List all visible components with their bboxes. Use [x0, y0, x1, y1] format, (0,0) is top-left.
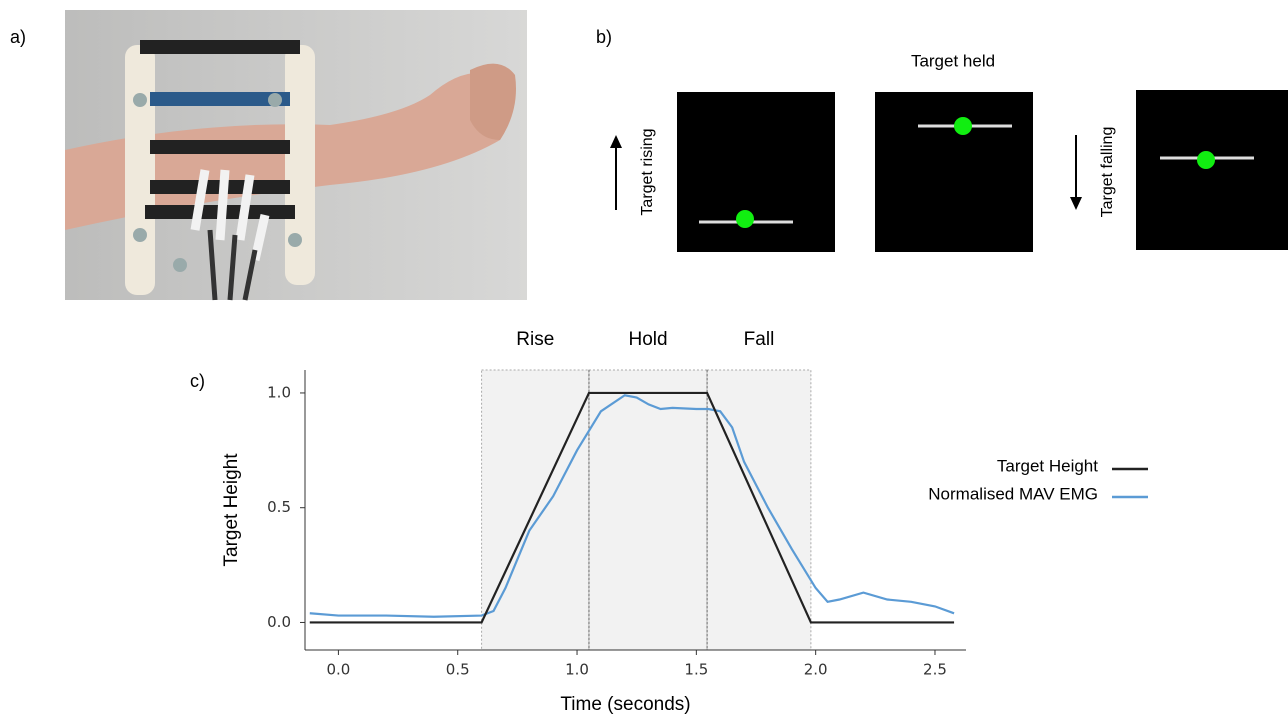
arrow-head [1070, 197, 1082, 210]
panel-label: c) [190, 371, 205, 391]
cursor [954, 117, 972, 135]
series-line [309, 394, 955, 618]
side-label: Target falling [1099, 127, 1116, 218]
x-tick-label: 2.5 [923, 661, 947, 679]
arrow-head [610, 135, 622, 148]
screen [875, 92, 1033, 252]
x-tick-label: 1.0 [565, 661, 589, 679]
phase-label: Fall [744, 329, 775, 350]
panel-label: a) [10, 27, 26, 47]
x-tick-label: 1.5 [684, 661, 708, 679]
photo [65, 10, 527, 301]
phase-region [588, 369, 708, 651]
x-axis-label: Time (seconds) [560, 694, 690, 715]
panel-title: Target held [911, 51, 995, 70]
x-tick-label: 0.5 [446, 661, 470, 679]
x-tick-label: 0.0 [326, 661, 350, 679]
y-axis-label: Target Height [221, 453, 242, 567]
cursor [736, 210, 754, 228]
legend-label: Target Height [997, 456, 1098, 475]
panel-label: b) [596, 27, 612, 47]
legend-label: Normalised MAV EMG [928, 484, 1098, 503]
y-tick-label: 0.0 [267, 613, 291, 631]
chart: Rise Hold Fall 0.0 0.5 1.0 1.5 2.0 2.5 0.0 0.5 1.0 T… [221, 329, 1148, 715]
phase-label: Hold [628, 329, 667, 350]
series-line [309, 391, 955, 624]
side-label: Target rising [639, 128, 656, 215]
screen [1136, 90, 1288, 250]
screen [677, 92, 835, 252]
phase-label: Rise [516, 329, 554, 350]
x-tick-label: 2.0 [804, 661, 828, 679]
y-tick-label: 1.0 [267, 383, 291, 401]
cursor [1197, 151, 1215, 169]
y-tick-label: 0.5 [267, 498, 291, 516]
